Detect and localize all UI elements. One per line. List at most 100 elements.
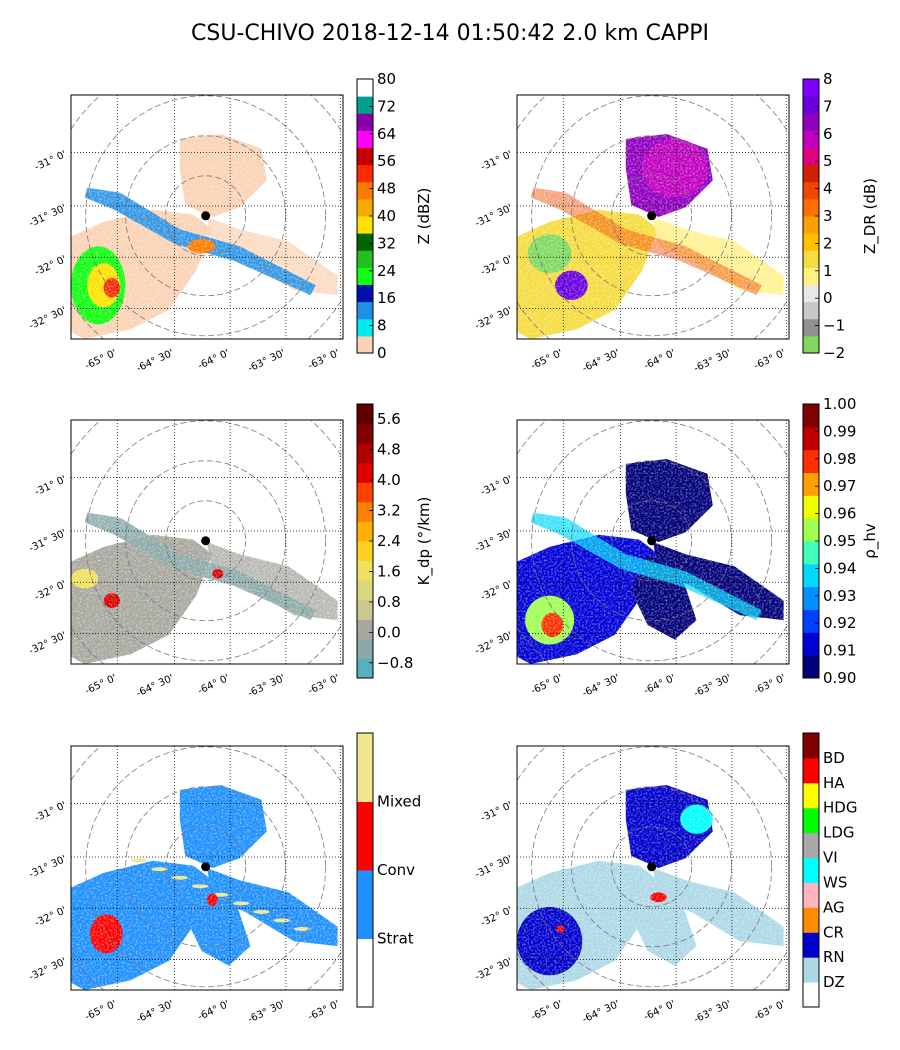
colorbar-tick-label: 4 xyxy=(823,180,833,198)
colorbar-segment xyxy=(803,907,819,933)
lon-tick-label: -64° 30' xyxy=(581,673,622,700)
lon-tick-label: -65° 0' xyxy=(83,673,118,697)
colorbar-segment xyxy=(803,250,819,268)
colorbar-tick-label: 0.0 xyxy=(377,623,401,641)
colorbar-segment xyxy=(803,404,819,428)
lon-tick-label: -63° 0' xyxy=(306,673,341,697)
colorbar-segment xyxy=(803,882,819,908)
colorbar-segment xyxy=(803,757,819,784)
colorbar-tick-label: −0.8 xyxy=(377,654,413,672)
colorbar-segment xyxy=(357,501,373,522)
colorbar-segment xyxy=(357,164,373,183)
colorbar-segment xyxy=(803,79,819,97)
colorbar-tick-label: 0.91 xyxy=(823,642,856,660)
colorbar-segment xyxy=(357,147,373,166)
colorbar-frame xyxy=(356,732,374,1008)
colorbar-tick-label: 5.6 xyxy=(377,410,401,428)
lat-tick-label: -31° 0' xyxy=(479,800,514,824)
radar-site-marker xyxy=(201,536,211,546)
colorbar-segment xyxy=(357,233,373,251)
colorbar-segment xyxy=(803,609,819,633)
colorbar-segment xyxy=(803,267,819,285)
colorbar-tick-label: 4.0 xyxy=(377,471,401,489)
colorbar-label: Z (dBZ) xyxy=(415,188,433,245)
lon-tick-label: -63° 30' xyxy=(692,348,733,375)
colorbar-segment xyxy=(803,96,819,114)
colorbar-segment xyxy=(803,198,819,217)
colorbar-segment xyxy=(357,284,373,303)
lon-tick-label: -64° 30' xyxy=(135,999,176,1026)
colorbar-tick-label: 0.98 xyxy=(823,450,856,468)
colorbar-segment xyxy=(803,233,819,251)
colorbar-class-label: AG xyxy=(823,898,845,916)
colorbar-tick-label: 1 xyxy=(823,262,833,280)
colorbar-segment xyxy=(357,870,373,939)
colorbar: −0.8 0.0 0.8 1.6 2.4 3.2 4.0 4.8 5.6 K_dp (°/km) xyxy=(356,403,434,679)
colorbar-class-label: RN xyxy=(823,948,845,966)
lon-tick-label: -64° 30' xyxy=(581,348,622,375)
colorbar-tick-label: 56 xyxy=(377,152,396,170)
range-ring xyxy=(165,175,247,257)
colorbar-tick-label: 80 xyxy=(377,70,396,88)
radar-site-marker xyxy=(647,862,657,872)
colorbar-class-label: HA xyxy=(823,774,845,792)
panel-specific_differential_phase: -65° 0' -64° 30' -64° 0' -63° 30' -63° 0' -31… xyxy=(27,403,434,700)
colorbar-segment xyxy=(357,482,373,503)
range-ring xyxy=(85,420,327,662)
colorbar-segment xyxy=(357,521,373,542)
lat-tick-label: -31° 30' xyxy=(473,854,514,881)
colorbar-segment xyxy=(803,426,819,451)
colorbar-label: ρ_hv xyxy=(861,523,880,559)
lat-tick-label: -32° 0' xyxy=(33,905,68,929)
colorbar-tick-label: 0.94 xyxy=(823,559,856,577)
colorbar-segment xyxy=(357,599,373,620)
colorbar-segment xyxy=(357,580,373,601)
lon-tick-label: -63° 0' xyxy=(306,348,341,372)
range-ring xyxy=(85,95,327,337)
lon-tick-label: -65° 0' xyxy=(83,999,118,1023)
lat-tick-label: -31° 30' xyxy=(473,203,514,230)
radar-site-marker xyxy=(201,211,211,221)
colorbar-class-label: HDG xyxy=(823,799,857,817)
colorbar-segment xyxy=(803,301,819,320)
colorbar-segment xyxy=(357,938,373,1008)
lon-tick-label: -64° 30' xyxy=(135,673,176,700)
lon-tick-label: -63° 30' xyxy=(246,999,287,1026)
lon-tick-label: -64° 0' xyxy=(196,348,231,372)
lon-tick-label: -65° 0' xyxy=(529,348,564,372)
colorbar-tick-label: 2 xyxy=(823,234,833,252)
colorbar-class-label: Strat xyxy=(377,930,414,948)
colorbar-segment xyxy=(357,423,373,444)
panel-reflectivity: -65° 0' -64° 30' -64° 0' -63° 30' -63° 0' -31… xyxy=(27,70,433,375)
colorbar-segment xyxy=(357,250,373,268)
colorbar-tick-label: 8 xyxy=(823,70,833,88)
colorbar-segment xyxy=(357,79,373,97)
colorbar-segment xyxy=(357,335,373,354)
colorbar-segment xyxy=(803,733,819,759)
colorbar-segment xyxy=(803,216,819,234)
colorbar-label: Z_DR (dB) xyxy=(861,178,880,254)
colorbar-segment xyxy=(357,318,373,337)
colorbar: Strat Conv Mixed xyxy=(356,732,421,1008)
lat-tick-label: -31° 30' xyxy=(27,854,68,881)
colorbar-segment xyxy=(803,807,819,834)
range-ring xyxy=(165,500,247,582)
panel-hydrometeor_class: -65° 0' -64° 30' -64° 0' -63° 30' -63° 0' -31… xyxy=(473,732,857,1026)
colorbar-class-label: Mixed xyxy=(377,793,421,811)
colorbar-segment xyxy=(803,541,819,565)
lon-tick-label: -64° 0' xyxy=(642,999,677,1023)
colorbar: −2 −1 0 1 2 3 4 5 6 7 8 Z_DR (dB) xyxy=(802,70,880,362)
colorbar-segment xyxy=(357,181,373,200)
colorbar-segment xyxy=(357,638,373,659)
lat-tick-label: -32° 0' xyxy=(33,254,68,278)
colorbar-segment xyxy=(803,655,819,679)
colorbar-segment xyxy=(357,198,373,217)
colorbar-tick-label: −1 xyxy=(823,317,845,335)
colorbar-tick-label: 16 xyxy=(377,289,396,307)
lat-tick-label: -32° 0' xyxy=(479,254,514,278)
lon-tick-label: -64° 0' xyxy=(642,348,677,372)
radar-site-marker xyxy=(647,211,657,221)
lon-tick-label: -63° 30' xyxy=(246,673,287,700)
lat-tick-label: -32° 30' xyxy=(27,630,68,657)
colorbar-tick-label: 0.99 xyxy=(823,422,856,440)
